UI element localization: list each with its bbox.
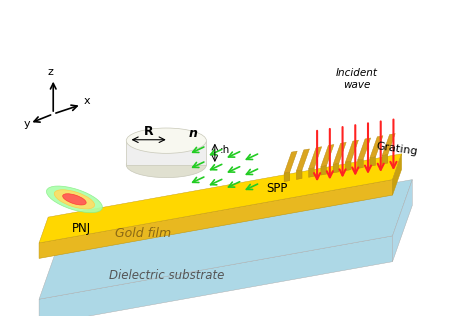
Text: R: R [144, 125, 153, 138]
Polygon shape [39, 180, 412, 299]
Text: y: y [24, 119, 31, 129]
Polygon shape [333, 142, 346, 165]
Polygon shape [392, 154, 401, 195]
Text: Dielectric substrate: Dielectric substrate [109, 269, 224, 282]
Polygon shape [126, 141, 206, 165]
Text: z: z [47, 68, 54, 77]
Ellipse shape [55, 190, 95, 209]
Text: n: n [188, 127, 197, 140]
Polygon shape [370, 136, 383, 158]
Text: x: x [84, 96, 91, 106]
Polygon shape [39, 180, 392, 258]
Polygon shape [284, 151, 297, 173]
Text: PNJ: PNJ [72, 222, 91, 235]
Text: Gold film: Gold film [115, 227, 171, 240]
Polygon shape [357, 138, 371, 160]
Ellipse shape [63, 194, 86, 205]
Polygon shape [296, 149, 310, 171]
Polygon shape [284, 172, 290, 182]
Polygon shape [392, 180, 412, 262]
Polygon shape [39, 236, 392, 317]
Text: Incident
wave: Incident wave [336, 68, 378, 90]
Polygon shape [296, 170, 302, 179]
Ellipse shape [126, 128, 206, 153]
Polygon shape [309, 147, 322, 169]
Text: Grating: Grating [376, 141, 419, 157]
Ellipse shape [126, 152, 206, 178]
Polygon shape [39, 154, 401, 243]
Ellipse shape [46, 186, 102, 213]
Polygon shape [382, 133, 395, 156]
Polygon shape [333, 164, 339, 173]
Text: SPP: SPP [266, 182, 288, 195]
Polygon shape [370, 157, 375, 166]
Polygon shape [346, 161, 351, 171]
Polygon shape [357, 159, 363, 169]
Text: :h: :h [219, 145, 230, 155]
Polygon shape [382, 155, 388, 164]
Polygon shape [321, 145, 334, 167]
Polygon shape [346, 140, 358, 162]
Polygon shape [321, 165, 327, 175]
Polygon shape [309, 168, 314, 177]
